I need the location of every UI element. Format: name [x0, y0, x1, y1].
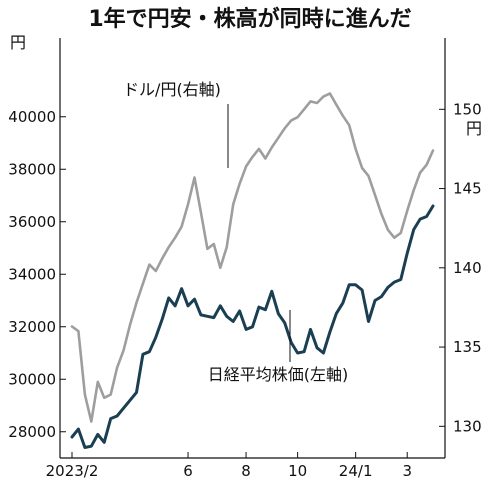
left-tick-label: 38000 [8, 160, 56, 178]
usd-series-line [70, 92, 435, 423]
left-tick-label: 28000 [8, 423, 56, 441]
right-tick-label: 145 [453, 180, 482, 198]
nikkei-series-label: 日経平均株価(左軸) [208, 365, 349, 384]
left-tick-label: 32000 [8, 318, 56, 336]
series-layer [70, 92, 435, 449]
usd-series-label: ドル/円(右軸) [123, 80, 221, 99]
x-tick-label: 3 [402, 462, 412, 480]
right-tick-label: 150 [453, 100, 482, 118]
right-axis-ticks: 130 135 140 145 150 [439, 100, 482, 435]
x-tick-label: 2023/2 [46, 462, 99, 480]
axes [59, 38, 446, 459]
left-tick-label: 30000 [8, 370, 56, 388]
x-tick-label: 8 [241, 462, 251, 480]
chart-title: 1年で円安・株高が同時に進んだ [88, 6, 411, 32]
right-tick-label: 135 [453, 338, 482, 356]
left-tick-label: 34000 [8, 265, 56, 283]
x-tick-label: 6 [183, 462, 193, 480]
nikkei-series-line [70, 204, 435, 449]
right-tick-label: 140 [453, 259, 482, 277]
left-axis-ticks: 28000 30000 32000 34000 36000 38000 40000 [8, 108, 66, 441]
right-tick-label: 130 [453, 417, 482, 435]
annotations: ドル/円(右軸) 日経平均株価(左軸) [123, 80, 348, 384]
x-tick-label: 24/1 [339, 462, 373, 480]
right-axis-unit: 円 [466, 119, 482, 138]
x-tick-label: 10 [288, 462, 307, 480]
left-tick-label: 36000 [8, 213, 56, 231]
left-axis-unit: 円 [10, 33, 26, 52]
left-tick-label: 40000 [8, 108, 56, 126]
x-axis-ticks: 2023/2 6 8 10 24/1 3 [46, 452, 412, 480]
